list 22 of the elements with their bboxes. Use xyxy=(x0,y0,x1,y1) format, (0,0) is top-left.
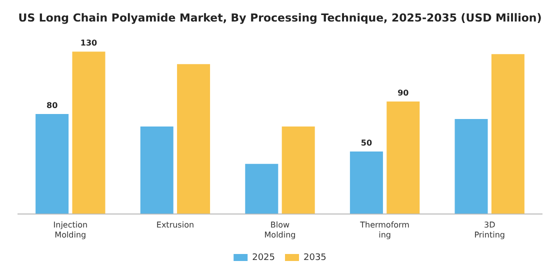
x-tick-label: Extrusion xyxy=(156,220,194,230)
data-label: 50 xyxy=(360,138,372,148)
bar xyxy=(72,52,106,214)
data-label: 90 xyxy=(398,88,410,98)
chart-title: US Long Chain Polyamide Market, By Processing Technique, 2025-2035 (USD Million) xyxy=(18,11,542,24)
bar xyxy=(350,151,383,214)
data-label: 130 xyxy=(80,38,98,48)
bar xyxy=(282,126,315,214)
bar xyxy=(36,114,69,214)
x-tick-label: Injection Molding xyxy=(53,220,88,240)
x-tick-label: 3D Printing xyxy=(474,220,505,240)
x-tick-label: Blow Molding xyxy=(264,220,296,240)
legend-label: 2025 xyxy=(252,252,275,263)
x-tick-label: Thermoforming xyxy=(359,220,410,240)
bar xyxy=(177,64,210,214)
data-label: 80 xyxy=(46,101,58,110)
bar xyxy=(491,54,524,214)
legend-label: 2035 xyxy=(304,252,326,263)
bar xyxy=(454,119,488,214)
bar xyxy=(386,102,420,214)
bar xyxy=(140,126,174,214)
bar xyxy=(245,164,278,214)
